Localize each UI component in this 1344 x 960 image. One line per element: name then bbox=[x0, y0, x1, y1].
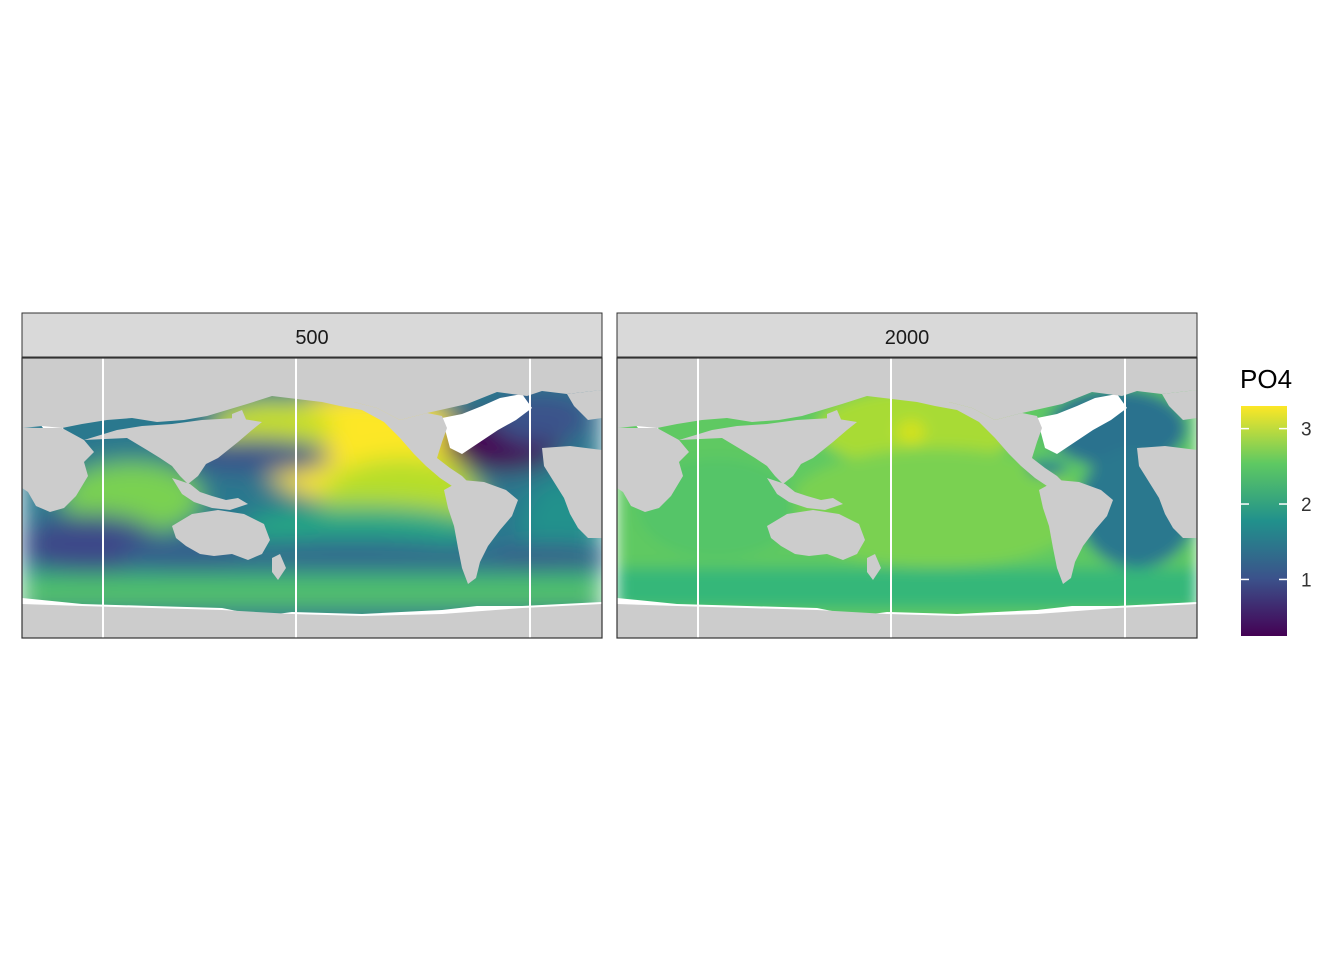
legend-title: PO4 bbox=[1240, 364, 1292, 394]
colorbar bbox=[1241, 406, 1287, 636]
facet-strip-2000 bbox=[616, 312, 1198, 358]
po4-field-500 bbox=[22, 358, 602, 638]
facet-panel-2000: 2000 bbox=[616, 312, 1198, 639]
legend-tick-label: 1 bbox=[1301, 570, 1312, 591]
legend-tick-label: 3 bbox=[1301, 420, 1312, 441]
facet-panel-500: 500 bbox=[21, 312, 603, 639]
po4-field-2000 bbox=[617, 358, 1197, 638]
panel-border-500 bbox=[21, 357, 603, 639]
legend-tick-label: 2 bbox=[1301, 495, 1312, 516]
panel-border-2000 bbox=[616, 357, 1198, 639]
legend-ticks: 1 2 3 bbox=[1241, 420, 1312, 591]
facet-strip-500 bbox=[21, 312, 603, 358]
facet-strip-label: 2000 bbox=[885, 327, 930, 349]
colorbar-legend: PO4 1 2 3 bbox=[1240, 364, 1312, 636]
facet-strip-label: 500 bbox=[295, 327, 328, 349]
